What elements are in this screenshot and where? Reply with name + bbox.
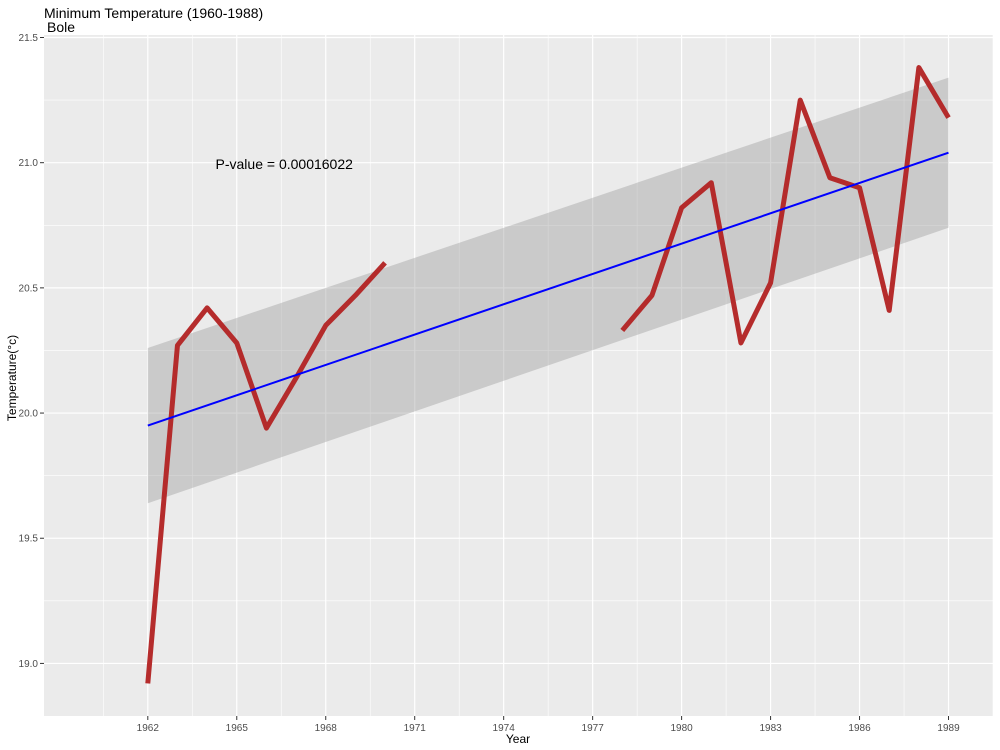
y-tick-label: 20.5 <box>19 283 39 294</box>
x-tick-label: 1968 <box>315 723 338 734</box>
temperature-series-line <box>620 65 951 346</box>
y-tick-label: 19.5 <box>19 534 39 545</box>
y-tick-label: 21.5 <box>19 33 39 44</box>
y-tick-label: 20.0 <box>19 409 39 420</box>
x-tick-label: 1977 <box>582 723 605 734</box>
x-tick-label: 1986 <box>848 723 871 734</box>
x-axis-title: Year <box>506 732 530 746</box>
y-tick-label: 21.0 <box>19 158 39 169</box>
x-tick-label: 1971 <box>404 723 427 734</box>
x-tick-label: 1983 <box>759 723 782 734</box>
x-tick-label: 1962 <box>137 723 160 734</box>
plot-panel <box>44 35 993 716</box>
y-tick-label: 19.0 <box>19 659 39 670</box>
x-tick-label: 1965 <box>226 723 249 734</box>
y-axis-title: Temperature(°c) <box>5 335 19 421</box>
chart-subtitle: Bole <box>47 19 75 35</box>
chart-title: Minimum Temperature (1960-1988) <box>44 5 263 21</box>
x-tick-label: 1980 <box>670 723 693 734</box>
x-tick-label: 1989 <box>937 723 960 734</box>
trend-line <box>147 151 949 427</box>
p-value-annotation: P-value = 0.00016022 <box>216 156 354 172</box>
confidence-band <box>147 77 949 504</box>
x-tick-label: 1974 <box>493 723 516 734</box>
